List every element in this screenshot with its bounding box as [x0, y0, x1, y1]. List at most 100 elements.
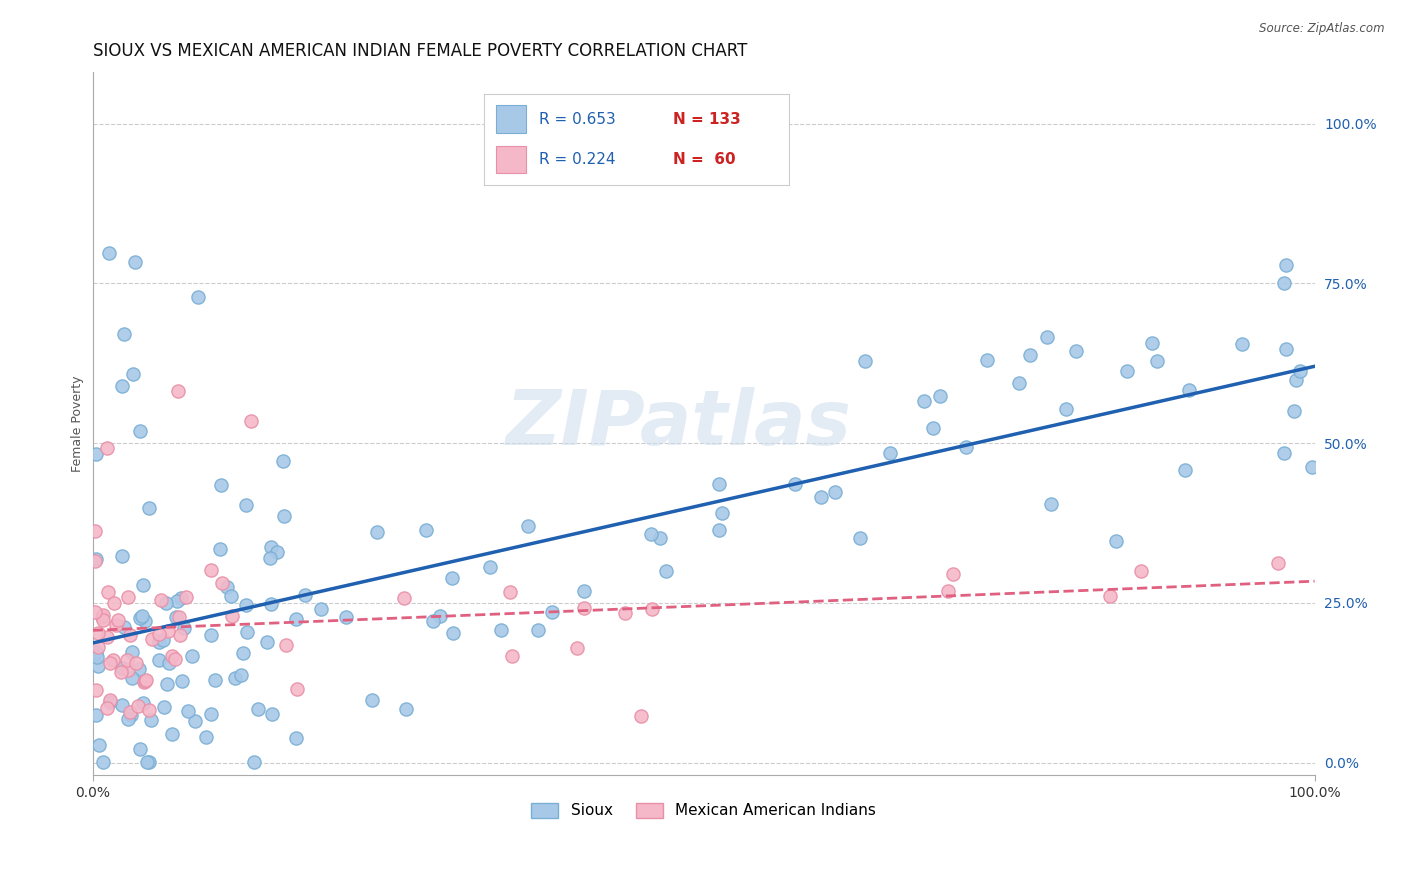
Point	[117, 590, 139, 604]
Point	[260, 598, 283, 612]
Point	[246, 702, 269, 716]
Point	[96, 585, 118, 599]
Point	[200, 628, 222, 642]
Y-axis label: Female Poverty: Female Poverty	[72, 376, 84, 472]
Point	[174, 591, 197, 605]
Text: Source: ZipAtlas.com: Source: ZipAtlas.com	[1260, 22, 1385, 36]
Point	[335, 609, 357, 624]
Point	[101, 653, 124, 667]
Point	[120, 707, 142, 722]
Point	[266, 545, 288, 559]
Point	[1130, 564, 1153, 578]
Point	[366, 524, 388, 539]
Point	[709, 524, 731, 538]
Point	[942, 566, 965, 581]
Point	[236, 624, 259, 639]
Point	[128, 424, 150, 438]
Point	[1099, 589, 1122, 603]
Point	[98, 692, 121, 706]
Point	[1267, 556, 1289, 570]
Point	[1230, 336, 1253, 351]
Point	[132, 696, 155, 710]
Point	[783, 476, 806, 491]
Point	[240, 414, 263, 428]
Point	[173, 621, 195, 635]
Point	[824, 485, 846, 500]
Point	[111, 698, 134, 713]
Point	[111, 549, 134, 564]
Point	[84, 447, 107, 461]
Point	[112, 326, 135, 341]
Point	[96, 442, 118, 456]
Point	[1289, 364, 1312, 378]
Point	[221, 608, 243, 623]
Point	[879, 446, 901, 460]
Point	[1142, 336, 1164, 351]
Point	[87, 625, 110, 640]
Point	[96, 630, 118, 644]
Point	[105, 618, 128, 632]
Point	[163, 651, 186, 665]
Point	[1272, 446, 1295, 460]
Point	[922, 420, 945, 434]
Point	[166, 593, 188, 607]
Point	[630, 708, 652, 723]
Point	[127, 699, 149, 714]
Point	[912, 394, 935, 409]
Point	[121, 367, 143, 381]
Point	[135, 673, 157, 687]
Point	[181, 648, 204, 663]
Point	[849, 531, 872, 545]
Point	[235, 598, 257, 612]
Point	[165, 609, 187, 624]
Point	[204, 673, 226, 687]
Point	[112, 620, 135, 634]
Point	[1115, 364, 1137, 378]
Point	[709, 476, 731, 491]
Point	[1274, 342, 1296, 356]
Point	[148, 634, 170, 648]
Point	[208, 541, 231, 556]
Point	[1007, 376, 1029, 391]
Point	[138, 755, 160, 769]
Point	[125, 657, 148, 671]
Point	[200, 563, 222, 577]
Point	[285, 682, 308, 697]
Point	[103, 596, 125, 610]
Point	[1275, 259, 1298, 273]
Text: SIOUX VS MEXICAN AMERICAN INDIAN FEMALE POVERTY CORRELATION CHART: SIOUX VS MEXICAN AMERICAN INDIAN FEMALE …	[93, 42, 747, 60]
Point	[111, 378, 134, 392]
Point	[1272, 277, 1295, 291]
Point	[394, 702, 416, 716]
Point	[117, 664, 139, 678]
Point	[155, 676, 177, 690]
Point	[187, 290, 209, 304]
Point	[110, 665, 132, 679]
Point	[148, 653, 170, 667]
Point	[97, 245, 120, 260]
Point	[243, 755, 266, 769]
Point	[1174, 463, 1197, 477]
Point	[284, 612, 307, 626]
Point	[232, 646, 254, 660]
Point	[169, 628, 191, 642]
Point	[441, 571, 464, 585]
Point	[1019, 348, 1042, 362]
Point	[117, 712, 139, 726]
Point	[211, 575, 233, 590]
Point	[219, 589, 242, 603]
Point	[91, 608, 114, 623]
Point	[200, 706, 222, 721]
Point	[641, 602, 664, 616]
Point	[209, 478, 232, 492]
Point	[170, 673, 193, 688]
Point	[134, 614, 156, 628]
Point	[654, 564, 676, 578]
Point	[540, 605, 562, 619]
Point	[235, 499, 257, 513]
Point	[138, 500, 160, 515]
Point	[1177, 384, 1199, 398]
Point	[121, 671, 143, 685]
Point	[135, 755, 157, 769]
Point	[152, 632, 174, 647]
